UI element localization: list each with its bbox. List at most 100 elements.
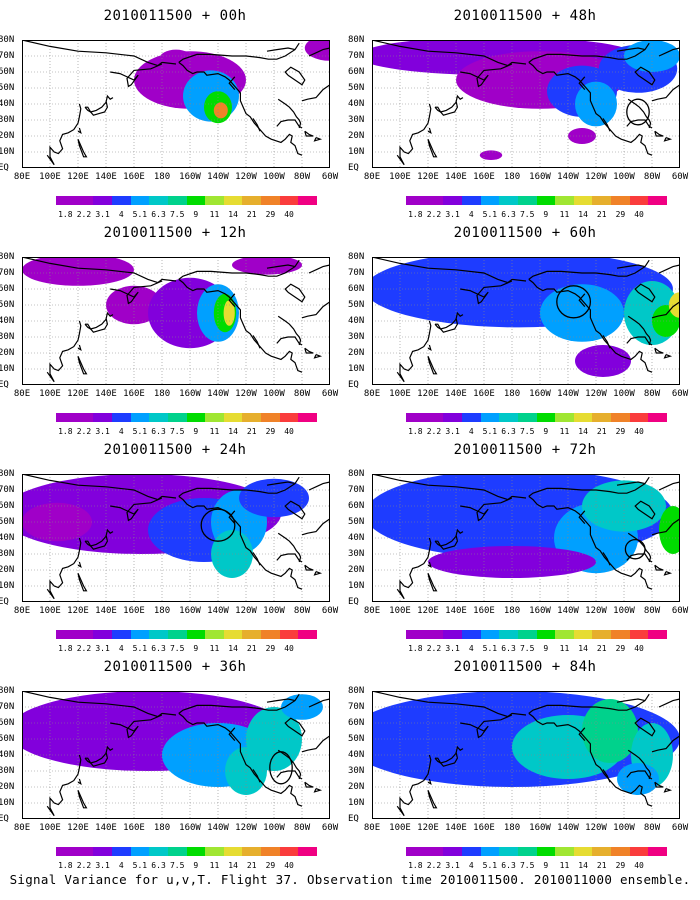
x-tick-label: 160W <box>529 823 551 833</box>
colorbar-label: 9 <box>543 644 549 653</box>
coastline <box>634 717 656 737</box>
colorbar-swatch <box>648 847 668 856</box>
x-tick-label: 60W <box>321 172 339 182</box>
coastline <box>252 118 261 132</box>
colorbar-label: 5.1 <box>482 210 498 219</box>
colorbar-label: 7.5 <box>519 210 535 219</box>
colorbar-label: 3.1 <box>95 210 110 219</box>
x-tick-label: 60W <box>671 823 689 833</box>
colorbar-label: 29 <box>265 210 276 219</box>
colorbar-swatch <box>111 413 132 422</box>
coastline <box>308 264 330 274</box>
coastline <box>110 63 163 88</box>
colorbar-swatch <box>74 630 94 639</box>
x-tick-label: 100E <box>39 823 61 833</box>
coastline <box>528 693 650 714</box>
map-area <box>372 40 680 168</box>
coastline <box>266 264 296 269</box>
y-tick-label: 20N <box>348 782 365 792</box>
y-tick-label: 30N <box>0 549 15 559</box>
colorbar <box>56 847 318 856</box>
x-tick-label: 120E <box>67 389 89 399</box>
y-tick-label: 40N <box>348 316 365 326</box>
x-tick-label: 80E <box>363 172 381 182</box>
coastline <box>528 476 650 497</box>
y-tick-label: 10N <box>0 581 15 591</box>
colorbar-label: 14 <box>578 861 588 870</box>
colorbar-swatch <box>261 413 281 422</box>
coastline <box>110 497 163 522</box>
coastline <box>658 47 680 57</box>
coastline <box>634 500 656 520</box>
colorbar-label: 9 <box>543 210 549 219</box>
x-tick-label: 120E <box>417 172 439 182</box>
coastline <box>460 497 513 522</box>
coastline <box>84 540 93 548</box>
colorbar-swatch <box>186 196 206 205</box>
observation-circle <box>626 98 650 126</box>
coastline <box>46 754 82 817</box>
coastline <box>634 283 656 303</box>
coastline <box>626 770 653 780</box>
coastline <box>528 712 653 807</box>
y-tick-label: 20N <box>348 131 365 141</box>
colorbar-swatch <box>648 630 668 639</box>
coastline <box>77 789 88 809</box>
coastline <box>372 40 527 67</box>
colorbar <box>56 196 318 205</box>
colorbar-label: 11 <box>209 210 220 219</box>
coastline <box>602 118 611 132</box>
coastline <box>372 257 527 284</box>
coastline <box>178 42 300 63</box>
colorbar-swatch <box>517 630 537 639</box>
colorbar-swatch <box>298 196 318 205</box>
colorbar-label: 2.2 <box>76 861 92 870</box>
coastline <box>22 474 177 501</box>
colorbar-swatch <box>648 196 668 205</box>
map-panel: 2010011500 + 72h 80N 70N 60N 50N 40N 30N 20N 10N… <box>348 434 700 659</box>
colorbar-swatch <box>223 413 243 422</box>
colorbar-label: 4 <box>118 644 124 653</box>
x-tick-label: 80W <box>643 172 661 182</box>
x-tick-label: 80E <box>363 823 381 833</box>
x-tick-label: 100W <box>263 606 285 616</box>
colorbar-swatch <box>56 847 76 856</box>
colorbar-label: 6.3 <box>151 210 166 219</box>
x-tick-label: 140E <box>95 172 117 182</box>
coastline <box>427 778 432 786</box>
y-tick-label: 40N <box>0 316 15 326</box>
colorbar-swatch <box>279 413 299 422</box>
colorbar-swatch <box>205 413 225 422</box>
colorbar-label: 40 <box>634 427 644 436</box>
map-svg <box>372 257 680 385</box>
colorbar-swatch <box>223 847 243 856</box>
coastline <box>528 259 650 280</box>
variance-field <box>223 300 235 326</box>
colorbar-swatch <box>555 847 575 856</box>
colorbar-label: 40 <box>634 644 644 653</box>
y-tick-label: 30N <box>348 332 365 342</box>
colorbar-label: 9 <box>543 427 549 436</box>
coastline <box>396 537 432 600</box>
colorbar-label: 7.5 <box>519 427 535 436</box>
map-area <box>22 257 330 385</box>
colorbar-label: 2.2 <box>426 861 442 870</box>
coastline <box>178 476 300 497</box>
colorbar-label: 7.5 <box>169 861 185 870</box>
coastline <box>266 481 296 486</box>
y-tick-label: EQ <box>0 163 9 173</box>
coastline <box>77 572 88 592</box>
x-tick-label: 80E <box>13 389 31 399</box>
coastline <box>22 257 177 284</box>
colorbar-label: 1.8 <box>58 644 73 653</box>
coastline <box>439 528 464 550</box>
colorbar-label: 9 <box>543 861 549 870</box>
x-tick-label: 100W <box>613 606 635 616</box>
colorbar-label: 5.1 <box>132 861 148 870</box>
map-area <box>372 474 680 602</box>
map-frame <box>372 40 680 168</box>
y-tick-label: 10N <box>0 798 15 808</box>
colorbar-swatch <box>406 196 426 205</box>
y-tick-label: 10N <box>348 798 365 808</box>
figure-caption: Signal Variance for u,v,T. Flight 37. Ob… <box>9 872 691 887</box>
